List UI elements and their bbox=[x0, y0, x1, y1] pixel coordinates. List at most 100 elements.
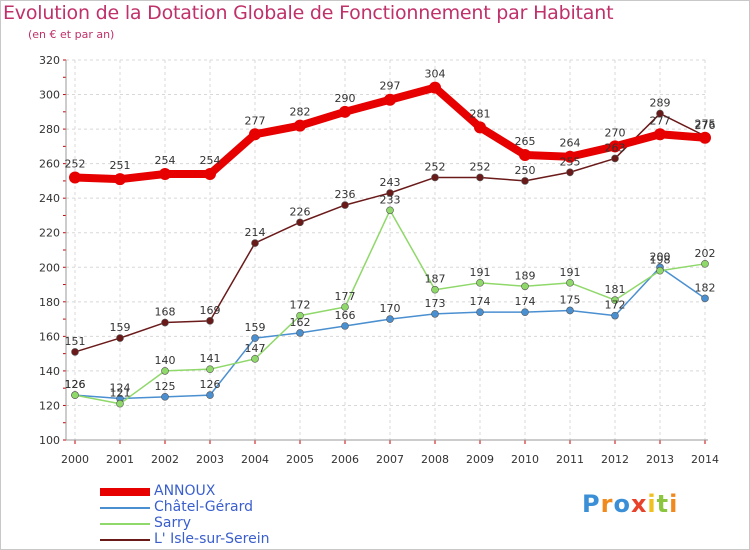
data-point bbox=[521, 282, 529, 291]
data-label: 277 bbox=[650, 114, 671, 127]
data-point bbox=[71, 348, 79, 356]
legend-swatch bbox=[100, 488, 150, 496]
data-label: 250 bbox=[515, 164, 536, 177]
data-point bbox=[566, 168, 574, 177]
data-point bbox=[161, 318, 169, 327]
legend-label: Sarry bbox=[154, 515, 192, 531]
data-label: 182 bbox=[695, 281, 716, 294]
x-tick-label: 2008 bbox=[421, 453, 449, 466]
data-label: 226 bbox=[290, 205, 311, 218]
data-label: 159 bbox=[110, 321, 131, 334]
data-point bbox=[521, 308, 529, 316]
data-label: 263 bbox=[605, 141, 626, 154]
data-point bbox=[476, 308, 484, 316]
data-label: 169 bbox=[200, 304, 221, 317]
data-point bbox=[204, 168, 216, 180]
data-point bbox=[521, 177, 529, 185]
logo-letter: o bbox=[613, 490, 631, 518]
data-label: 254 bbox=[155, 154, 176, 167]
data-label: 191 bbox=[470, 266, 491, 279]
data-label: 233 bbox=[380, 193, 401, 206]
x-tick-label: 2001 bbox=[106, 453, 134, 466]
data-point bbox=[341, 201, 349, 209]
data-label: 162 bbox=[290, 316, 311, 329]
data-label: 125 bbox=[155, 380, 176, 393]
data-point bbox=[656, 266, 664, 275]
data-point bbox=[474, 121, 486, 134]
legend-swatch bbox=[100, 523, 150, 525]
data-label: 174 bbox=[470, 295, 491, 308]
legend-item: Châtel-Gérard bbox=[100, 499, 400, 516]
data-label: 304 bbox=[425, 68, 446, 81]
data-label: 173 bbox=[425, 297, 446, 310]
y-tick-label: 160 bbox=[39, 330, 60, 343]
data-point bbox=[476, 279, 484, 287]
y-tick-label: 200 bbox=[39, 261, 60, 274]
legend-swatch bbox=[100, 539, 150, 541]
data-point bbox=[611, 311, 619, 320]
data-label: 172 bbox=[605, 299, 626, 312]
data-label: 191 bbox=[560, 266, 581, 279]
data-point bbox=[611, 154, 619, 163]
data-label: 159 bbox=[245, 321, 266, 334]
x-tick-label: 2011 bbox=[556, 453, 584, 466]
data-point bbox=[431, 310, 439, 318]
data-label: 282 bbox=[290, 106, 311, 119]
data-point bbox=[476, 173, 484, 182]
data-label: 275 bbox=[695, 118, 716, 131]
chart-legend: ANNOUX Châtel-Gérard Sarry L' Isle-sur-Sere… bbox=[100, 483, 400, 548]
data-point bbox=[206, 365, 214, 373]
data-label: 236 bbox=[335, 188, 356, 201]
data-label: 252 bbox=[470, 160, 491, 173]
x-tick-label: 2004 bbox=[241, 453, 269, 466]
y-tick-label: 220 bbox=[39, 227, 60, 240]
data-label: 289 bbox=[650, 97, 671, 110]
data-label: 126 bbox=[65, 378, 86, 391]
legend-label: ANNOUX bbox=[154, 483, 216, 499]
data-point bbox=[341, 322, 349, 330]
data-label: 174 bbox=[515, 295, 536, 308]
data-point bbox=[699, 131, 711, 144]
data-label: 170 bbox=[380, 302, 401, 315]
data-label: 281 bbox=[470, 107, 491, 120]
data-point bbox=[206, 317, 214, 325]
data-point bbox=[161, 393, 169, 401]
data-point bbox=[519, 149, 531, 161]
legend-item: Sarry bbox=[100, 515, 400, 532]
x-tick-label: 2005 bbox=[286, 453, 314, 466]
data-point bbox=[341, 303, 349, 311]
data-label: 290 bbox=[335, 92, 356, 105]
data-point bbox=[386, 189, 394, 197]
data-point bbox=[206, 391, 214, 399]
x-tick-label: 2002 bbox=[151, 453, 179, 466]
y-tick-label: 140 bbox=[39, 365, 60, 378]
data-point bbox=[609, 140, 621, 153]
data-point bbox=[294, 119, 306, 132]
legend-label: L' Isle-sur-Serein bbox=[154, 531, 270, 547]
data-point bbox=[71, 391, 79, 399]
data-label: 121 bbox=[110, 387, 131, 400]
x-tick-label: 2000 bbox=[61, 453, 89, 466]
y-tick-label: 280 bbox=[39, 123, 60, 136]
data-point bbox=[251, 239, 259, 247]
logo-letter: t bbox=[656, 490, 670, 518]
data-label: 243 bbox=[380, 176, 401, 189]
y-tick-label: 100 bbox=[39, 434, 60, 447]
data-label: 172 bbox=[290, 299, 311, 312]
y-tick-label: 240 bbox=[39, 192, 60, 205]
data-label: 270 bbox=[605, 126, 626, 139]
data-point bbox=[339, 105, 351, 118]
data-point bbox=[114, 173, 126, 186]
data-point bbox=[116, 399, 124, 408]
x-tick-label: 2014 bbox=[691, 453, 719, 466]
data-point bbox=[386, 206, 394, 215]
legend-item: ANNOUX bbox=[100, 483, 400, 500]
data-label: 126 bbox=[200, 378, 221, 391]
data-point bbox=[249, 128, 261, 141]
data-label: 124 bbox=[110, 382, 131, 395]
data-label: 202 bbox=[695, 247, 716, 260]
data-label: 252 bbox=[65, 157, 86, 170]
data-label: 147 bbox=[245, 342, 266, 355]
y-tick-label: 320 bbox=[39, 54, 60, 67]
